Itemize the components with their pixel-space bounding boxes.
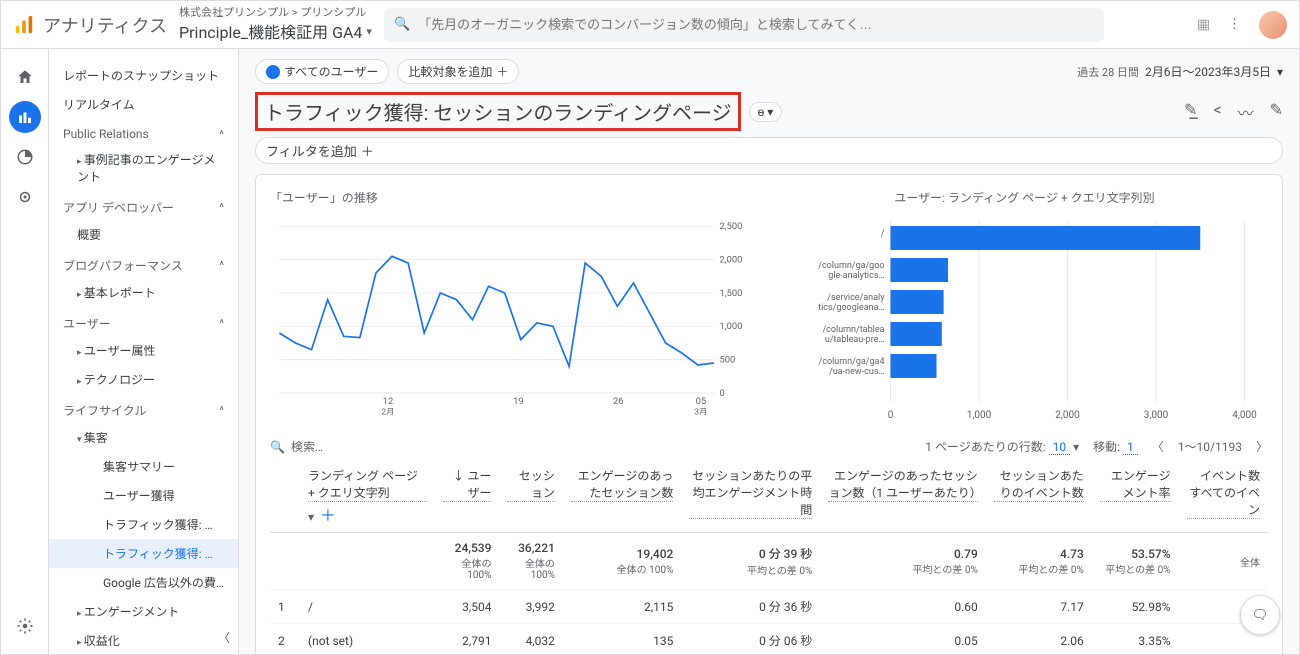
svg-text:/ua-new-cus…: /ua-new-cus… (829, 367, 884, 377)
svg-text:/service/analy: /service/analy (827, 293, 885, 303)
line-chart-title: 「ユーザー」の推移 (270, 189, 757, 206)
feedback-button[interactable]: 🗨 (1240, 595, 1280, 635)
svg-text:12: 12 (383, 396, 394, 407)
sidebar-group-appdev[interactable]: アプリ デベロッパー^ (49, 191, 238, 220)
add-dimension[interactable]: ＋ (320, 506, 336, 525)
chip-add-filter[interactable]: フィルタを追加 ＋ (255, 137, 1283, 164)
report-card: 「ユーザー」の推移 05001,0001,5002,0002,500122月19… (255, 174, 1283, 654)
sidebar-group-pr[interactable]: Public Relations^ (49, 119, 238, 145)
insights-icon[interactable]: 〰 (1238, 100, 1254, 124)
svg-text:2,000: 2,000 (720, 254, 743, 265)
svg-text:2,500: 2,500 (720, 221, 743, 232)
sidebar-snapshot[interactable]: レポートのスナップショット (49, 61, 238, 90)
sidebar-item-user-acq[interactable]: ユーザー獲得 (49, 481, 238, 510)
chip-add-compare[interactable]: 比較対象を追加 ＋ (397, 59, 519, 84)
nav-rail (1, 49, 49, 654)
edit-icon[interactable]: ✎ (1270, 100, 1283, 124)
svg-text:26: 26 (613, 396, 624, 407)
sidebar-group-user[interactable]: ユーザー^ (49, 307, 238, 336)
account-path: 株式会社プリンシプル > プリンシプル (179, 6, 372, 19)
prev-page[interactable]: 〈 (1152, 438, 1164, 455)
rail-admin-icon[interactable] (9, 610, 41, 642)
search-icon: 🔍 (394, 17, 410, 32)
svg-text:1,000: 1,000 (720, 321, 743, 332)
sidebar-item-tech[interactable]: テクノロジー (49, 365, 238, 394)
date-range[interactable]: 過去 28 日間2月6日～2023年3月5日▾ (1077, 63, 1283, 80)
sidebar-item-traffic2[interactable]: トラフィック獲得: セッショ… (49, 539, 238, 568)
svg-text:3月: 3月 (694, 408, 707, 418)
svg-text:/column/ga/ga4: /column/ga/ga4 (819, 357, 885, 367)
main-content: すべてのユーザー 比較対象を追加 ＋ 過去 28 日間2月6日～2023年3月5… (239, 49, 1299, 654)
search-icon: 🔍 (270, 440, 285, 454)
sidebar-realtime[interactable]: リアルタイム (49, 90, 238, 119)
bar-chart: 0 1,000 2,000 3,000 4,000 / /column/ga/google-… (781, 214, 1268, 424)
svg-text:1,500: 1,500 (720, 288, 743, 299)
product-name: アナリティクス (43, 12, 167, 38)
topbar: アナリティクス 株式会社プリンシプル > プリンシプル Principle_機能… (1, 1, 1299, 49)
sidebar-item-traffic1[interactable]: トラフィック獲得: セッショ… (49, 510, 238, 539)
customize-icon[interactable]: ✎̲ (1184, 100, 1197, 124)
sidebar-item-acquisition[interactable]: 集客 (49, 423, 238, 452)
svg-text:0: 0 (888, 410, 894, 421)
sidebar-item-monetize[interactable]: 収益化 (49, 626, 238, 654)
svg-text:0: 0 (720, 388, 725, 399)
avatar[interactable] (1259, 11, 1287, 39)
rail-reports-icon[interactable] (9, 101, 41, 133)
goto-page[interactable]: 1 (1123, 440, 1138, 455)
title-pill[interactable]: ɵ ▾ (749, 102, 783, 122)
bar-chart-title: ユーザー: ランディング ページ + クエリ文字列別 (781, 189, 1268, 206)
svg-text:500: 500 (720, 354, 736, 365)
sidebar-item-acq-summary[interactable]: 集客サマリー (49, 452, 238, 481)
svg-text:19: 19 (513, 396, 524, 407)
svg-text:05: 05 (696, 396, 707, 407)
search-box[interactable]: 🔍 (384, 8, 1104, 42)
more-icon[interactable]: ⋮ (1228, 17, 1241, 32)
chip-all-users[interactable]: すべてのユーザー (255, 59, 389, 84)
svg-text:2,000: 2,000 (1055, 410, 1080, 421)
svg-text:2月: 2月 (381, 408, 394, 418)
sidebar-group-blog[interactable]: ブログパフォーマンス^ (49, 249, 238, 278)
rail-home-icon[interactable] (9, 61, 41, 93)
svg-text:u/tableau-pre…: u/tableau-pre… (825, 335, 885, 345)
svg-text:3,000: 3,000 (1144, 410, 1169, 421)
share-icon[interactable]: < (1213, 100, 1221, 124)
sidebar-item-overview[interactable]: 概要 (49, 220, 238, 249)
svg-text:1,000: 1,000 (967, 410, 992, 421)
property-block[interactable]: 株式会社プリンシプル > プリンシプル Principle_機能検証用 GA4 ▾ (179, 6, 372, 43)
svg-text:tics/googleana…: tics/googleana… (818, 303, 884, 313)
sidebar-item-nonads[interactable]: Google 広告以外の費用 (49, 568, 238, 597)
sidebar-item-userattr[interactable]: ユーザー属性 (49, 336, 238, 365)
line-chart: 0 500 1,000 1,500 2,000 2,500 122月 19 26 053月 (270, 214, 757, 424)
data-table: ランディング ページ + クエリ文字列 ▾ ＋↓ ユーザーセッションエンゲージの… (270, 461, 1268, 654)
page-title: トラフィック獲得: セッションのランディングページ (255, 92, 741, 131)
property-name: Principle_機能検証用 GA4 (179, 19, 362, 43)
table-search[interactable]: 🔍検索… (270, 438, 323, 455)
rows-per-page[interactable]: 10 (1049, 440, 1071, 455)
apps-grid-icon[interactable]: ▦ (1197, 15, 1210, 34)
svg-text:/column/ga/goo: /column/ga/goo (818, 261, 884, 271)
sidebar-group-lifecycle[interactable]: ライフサイクル^ (49, 394, 238, 423)
svg-text:/column/tablea: /column/tablea (822, 325, 884, 335)
ga-logo-icon (13, 14, 35, 36)
page-range: 1～10/1193 (1178, 438, 1242, 455)
product-brand: アナリティクス (13, 12, 167, 38)
sidebar-collapse-icon[interactable]: 〈 (218, 629, 230, 646)
sidebar-item-case[interactable]: 事例記事のエンゲージメント (49, 145, 238, 191)
sidebar: レポートのスナップショット リアルタイム Public Relations^ 事… (49, 49, 239, 654)
svg-text:gle-analytics…: gle-analytics… (828, 271, 884, 281)
table-row[interactable]: 2(not set)2,7914,0321350 分 06 秒0.052.063… (270, 624, 1268, 655)
search-input[interactable] (418, 17, 1094, 32)
rail-ads-icon[interactable] (9, 181, 41, 213)
table-row[interactable]: 1/3,5043,9922,1150 分 36 秒0.607.1752.98% (270, 590, 1268, 624)
sidebar-item-basic[interactable]: 基本レポート (49, 278, 238, 307)
chevron-down-icon: ▾ (366, 25, 372, 38)
sidebar-item-engagement[interactable]: エンゲージメント (49, 597, 238, 626)
svg-text:/: / (881, 229, 885, 239)
rail-explore-icon[interactable] (9, 141, 41, 173)
svg-text:4,000: 4,000 (1232, 410, 1257, 421)
next-page[interactable]: 〉 (1256, 438, 1268, 455)
